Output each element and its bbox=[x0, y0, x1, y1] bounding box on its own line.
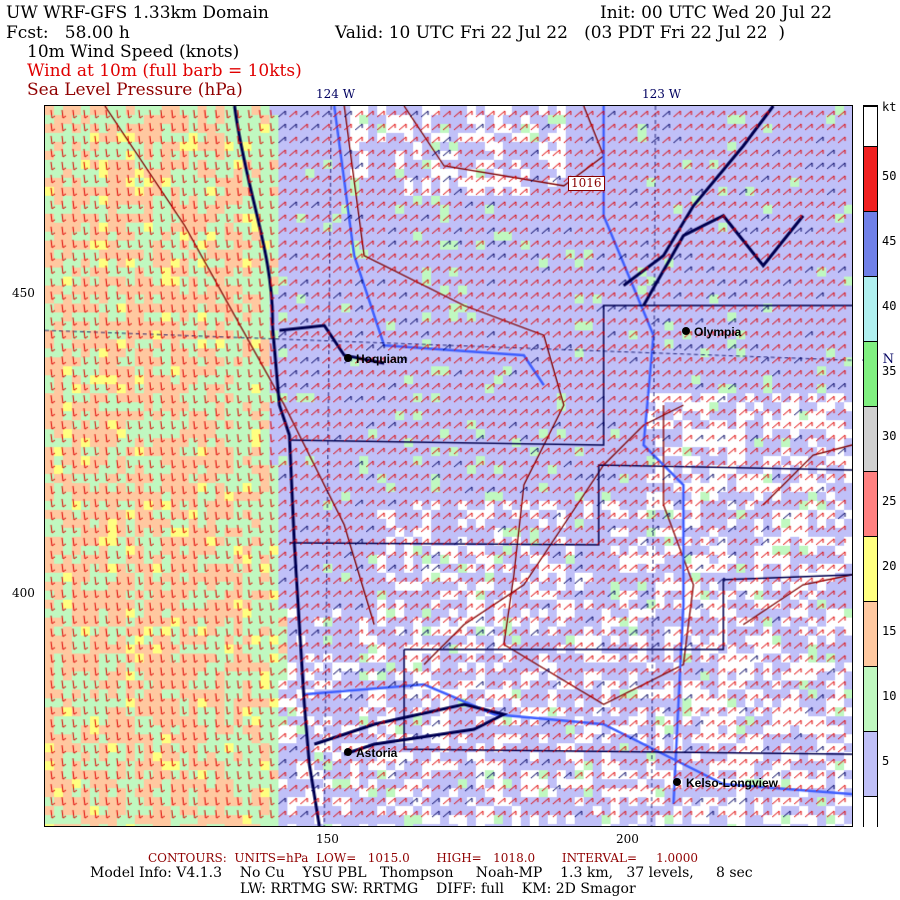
city-label-astoria: Astoria bbox=[356, 746, 398, 760]
colorbar-cell bbox=[864, 730, 877, 796]
colorbar-tick-label: 40 bbox=[882, 299, 897, 313]
field-label-wind-speed: 10m Wind Speed (knots) bbox=[27, 42, 240, 62]
colorbar-tick-label: 25 bbox=[882, 494, 897, 508]
colorbar-cell bbox=[864, 665, 877, 731]
colorbar-tick-label: 45 bbox=[882, 234, 897, 248]
colorbar-tick-label: 5 bbox=[882, 754, 890, 768]
field-label-slp: Sea Level Pressure (hPa) bbox=[27, 80, 243, 100]
city-marker-kelso-longview bbox=[673, 778, 681, 786]
field-label-wind-barbs: Wind at 10m (full barb = 10kts) bbox=[27, 61, 302, 81]
model-info: Model Info: V4.1.3 No Cu YSU PBL Thompso… bbox=[90, 865, 753, 881]
city-marker-hoquiam bbox=[344, 354, 352, 362]
lon-label-124w: 124 W bbox=[316, 87, 356, 101]
colorbar-cell bbox=[864, 405, 877, 471]
lon-label-123w: 123 W bbox=[642, 87, 682, 101]
x-label-150: 150 bbox=[316, 832, 339, 846]
colorbar-cell bbox=[864, 535, 877, 601]
contour-info: CONTOURS: UNITS=hPa LOW= 1015.0 HIGH= 10… bbox=[148, 851, 699, 865]
city-label-kelso-longview: Kelso-Longview bbox=[686, 776, 779, 790]
city-label-hoquiam: Hoquiam bbox=[356, 352, 408, 366]
y-label-400: 400 bbox=[12, 586, 35, 600]
city-marker-astoria bbox=[344, 748, 352, 756]
colorbar-unit: kt bbox=[882, 100, 897, 114]
colorbar-cell bbox=[864, 275, 877, 341]
colorbar-cell bbox=[864, 600, 877, 666]
colorbar-tick-label: 30 bbox=[882, 429, 897, 443]
city-label-olympia: Olympia bbox=[694, 325, 742, 339]
title: UW WRF-GFS 1.33km Domain bbox=[6, 3, 269, 23]
y-label-450: 450 bbox=[12, 286, 35, 300]
forecast-hour: Fcst: 58.00 h bbox=[6, 23, 130, 43]
colorbar-cell bbox=[864, 795, 877, 828]
physics-info: LW: RRTMG SW: RRTMG DIFF: full KM: 2D Sm… bbox=[240, 881, 636, 897]
colorbar-cell bbox=[864, 145, 877, 211]
colorbar-tick-label: 50 bbox=[882, 169, 897, 183]
colorbar-cell bbox=[864, 470, 877, 536]
colorbar bbox=[863, 105, 878, 828]
colorbar-tick-label: 35 bbox=[882, 364, 897, 378]
colorbar-tick-label: 10 bbox=[882, 689, 897, 703]
wind-speed-map bbox=[44, 105, 853, 827]
valid-time: Valid: 10 UTC Fri 22 Jul 22 (03 PDT Fri … bbox=[335, 23, 786, 43]
colorbar-tick-label: 20 bbox=[882, 559, 897, 573]
init-time: Init: 00 UTC Wed 20 Jul 22 bbox=[600, 3, 832, 23]
city-marker-olympia bbox=[682, 327, 690, 335]
x-label-200: 200 bbox=[616, 832, 639, 846]
colorbar-cell bbox=[864, 106, 877, 146]
colorbar-cell bbox=[864, 340, 877, 406]
colorbar-cell bbox=[864, 210, 877, 276]
colorbar-tick-label: 15 bbox=[882, 624, 897, 638]
isobar-label: 1016 bbox=[568, 176, 605, 191]
